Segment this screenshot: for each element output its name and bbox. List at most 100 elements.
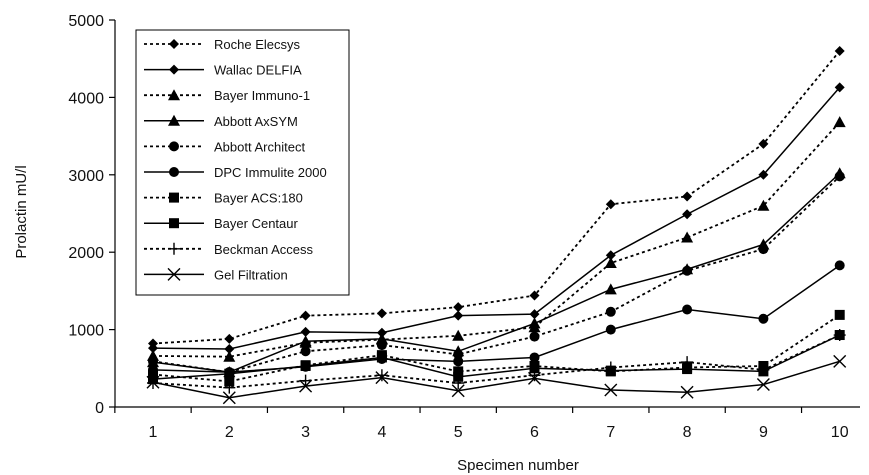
data-point bbox=[299, 379, 313, 393]
data-point bbox=[453, 310, 464, 321]
data-point bbox=[223, 381, 236, 394]
series-line-3 bbox=[152, 172, 841, 373]
data-point bbox=[376, 340, 387, 351]
data-point bbox=[682, 265, 693, 276]
data-point bbox=[604, 361, 617, 374]
data-point bbox=[148, 356, 158, 367]
legend-marker bbox=[167, 267, 181, 281]
data-point bbox=[300, 310, 311, 321]
data-point bbox=[299, 335, 312, 347]
series-line-0 bbox=[152, 50, 841, 345]
legend-label: Gel Filtration bbox=[214, 267, 288, 282]
data-point bbox=[604, 283, 617, 295]
data-point bbox=[148, 343, 158, 354]
series-line-6 bbox=[152, 314, 841, 383]
data-point bbox=[834, 82, 845, 93]
data-point bbox=[299, 374, 312, 387]
data-point bbox=[451, 384, 465, 398]
series-markers bbox=[146, 45, 847, 405]
data-point bbox=[680, 385, 694, 399]
data-point bbox=[605, 306, 616, 317]
data-point bbox=[529, 309, 540, 320]
data-point bbox=[528, 317, 541, 329]
legend-marker bbox=[169, 39, 179, 49]
data-point bbox=[757, 363, 770, 376]
series-line-7 bbox=[152, 334, 841, 380]
data-point bbox=[375, 371, 389, 385]
data-point bbox=[834, 171, 845, 182]
y-tick-label: 1000 bbox=[68, 323, 104, 340]
data-point bbox=[452, 329, 465, 341]
data-point bbox=[223, 350, 236, 362]
data-point bbox=[529, 352, 540, 363]
legend-marker bbox=[169, 64, 179, 75]
legend: Roche Elecsys Wallac DELFIA Bayer Immuno-1… bbox=[135, 29, 350, 296]
series-line-1 bbox=[152, 86, 841, 350]
legend-marker bbox=[169, 192, 179, 203]
data-point bbox=[224, 368, 235, 379]
data-point bbox=[146, 375, 160, 389]
y-tick-label: 3000 bbox=[68, 168, 104, 185]
data-point bbox=[300, 346, 311, 357]
data-point bbox=[758, 244, 769, 255]
series-line-2 bbox=[152, 121, 841, 358]
legend-marker bbox=[169, 141, 179, 152]
legend-marker bbox=[169, 218, 179, 229]
y-tick-label: 4000 bbox=[68, 90, 104, 107]
data-point bbox=[758, 313, 769, 324]
legend-marker bbox=[168, 242, 180, 255]
chart-axes: 0 1000 2000 3000 4000 5000 1 2 3 4 5 6 7 8 9 10 bbox=[68, 13, 860, 441]
y-tick-label: 5000 bbox=[68, 13, 104, 30]
y-tick-label: 0 bbox=[95, 400, 104, 417]
x-tick-label: 8 bbox=[683, 424, 692, 441]
data-point bbox=[376, 352, 387, 363]
data-point bbox=[453, 356, 464, 367]
legend-label: Bayer ACS:180 bbox=[214, 191, 303, 206]
legend-box bbox=[135, 29, 350, 296]
x-tick-label: 6 bbox=[530, 424, 539, 441]
data-point bbox=[529, 331, 540, 342]
data-point bbox=[682, 191, 693, 202]
data-point bbox=[300, 360, 311, 371]
data-point bbox=[453, 366, 464, 377]
legend-label: Beckman Access bbox=[214, 242, 313, 257]
data-point bbox=[682, 304, 693, 315]
series-lines bbox=[152, 50, 841, 399]
x-tick-label: 9 bbox=[759, 424, 768, 441]
data-point bbox=[300, 326, 311, 337]
data-point bbox=[681, 356, 694, 369]
data-point bbox=[756, 378, 770, 392]
x-tick-label: 1 bbox=[149, 424, 158, 441]
data-point bbox=[834, 45, 845, 56]
data-point bbox=[224, 333, 235, 344]
data-point bbox=[453, 302, 464, 313]
data-point bbox=[224, 376, 235, 387]
data-point bbox=[682, 209, 693, 220]
data-point bbox=[833, 116, 846, 128]
legend-label: Abbott AxSYM bbox=[214, 114, 298, 129]
data-point bbox=[453, 371, 464, 382]
x-axis-label: Specimen number bbox=[457, 457, 579, 474]
data-point bbox=[453, 349, 464, 360]
x-tick-label: 2 bbox=[225, 424, 234, 441]
x-tick-label: 10 bbox=[831, 424, 849, 441]
data-point bbox=[604, 383, 618, 397]
legend-label: DPC Immulite 2000 bbox=[214, 165, 327, 180]
data-point bbox=[224, 343, 235, 354]
legend-label: Bayer Centaur bbox=[214, 216, 298, 231]
series-line-4 bbox=[152, 175, 841, 374]
legend-label: Roche Elecsys bbox=[214, 37, 300, 52]
x-tick-label: 3 bbox=[301, 424, 310, 441]
data-point bbox=[375, 369, 388, 382]
data-point bbox=[682, 364, 693, 375]
data-point bbox=[834, 260, 845, 271]
data-point bbox=[376, 308, 387, 319]
legend-label: Wallac DELFIA bbox=[214, 63, 302, 78]
x-tick-label: 7 bbox=[606, 424, 615, 441]
legend-marker bbox=[168, 89, 180, 101]
data-point bbox=[834, 309, 845, 320]
y-axis-label: Prolactin mU/l bbox=[13, 165, 30, 258]
data-point bbox=[452, 377, 465, 390]
legend-marker bbox=[168, 114, 180, 126]
